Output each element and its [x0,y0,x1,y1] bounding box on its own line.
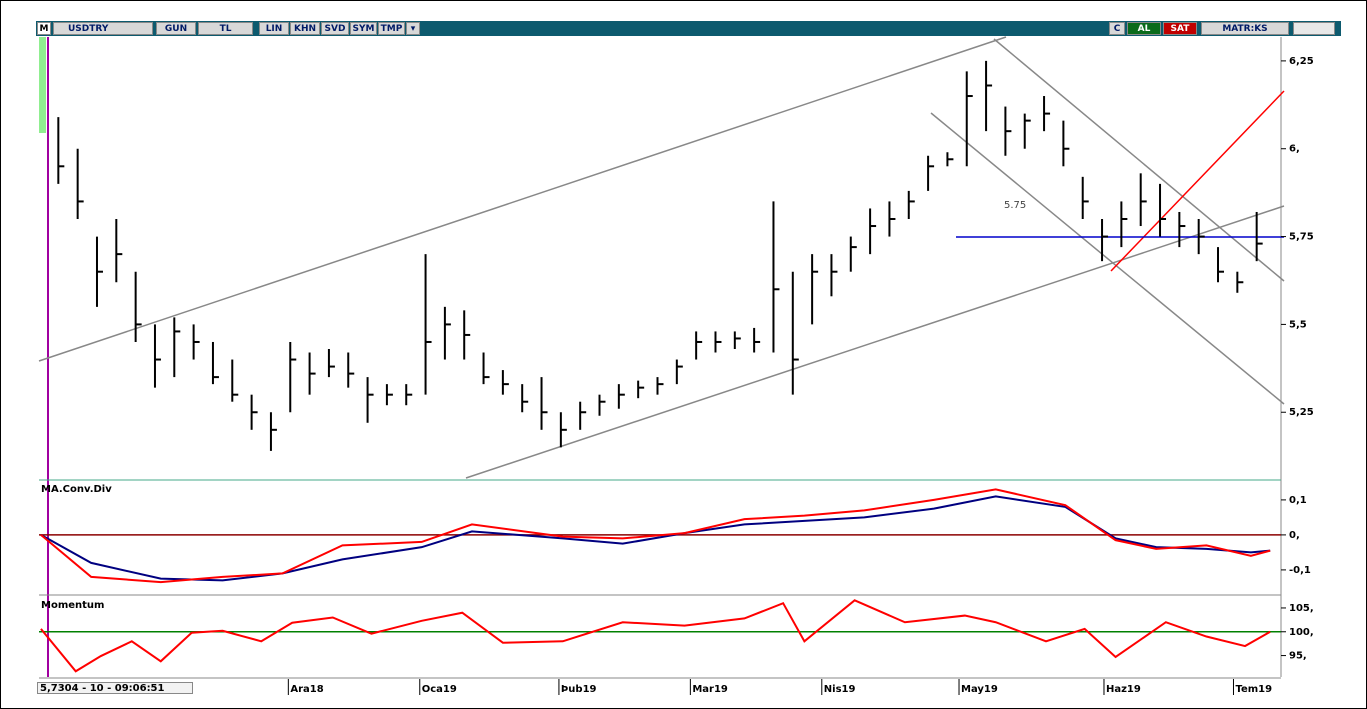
toolbar-button[interactable]: TL [198,22,253,35]
trend-line [465,205,1285,479]
x-tick-label: Ara18 [290,684,323,695]
panel-title: MA.Conv.Div [41,484,112,495]
window-buttons[interactable] [1293,22,1335,35]
y-tick-label: 100, [1289,627,1314,638]
symbol-field[interactable]: USDTRY [53,22,153,35]
toolbar-button[interactable]: LIN [259,22,289,35]
y-tick-label: 105, [1289,603,1314,614]
x-tick-label: Tem19 [1235,684,1272,695]
menu-button[interactable]: M [37,22,51,35]
x-tick-label: Mar19 [692,684,728,695]
sell-button[interactable]: SAT [1163,22,1197,35]
x-tick-label: Nis19 [824,684,856,695]
series-line [40,495,1271,582]
trend-line [930,112,1285,405]
y-tick-label: 5,5 [1289,319,1307,330]
y-tick-label: 5,25 [1289,407,1314,418]
trend-line [993,38,1285,282]
trend-line [38,36,1007,362]
panel-title: Momentum [41,600,104,611]
toolbar-button[interactable]: KHN [290,22,320,35]
y-tick-label: -0,1 [1289,565,1311,576]
y-tick-label: 0,1 [1289,495,1307,506]
toolbar-button[interactable]: TMP [378,22,405,35]
buy-button[interactable]: AL [1127,22,1161,35]
brand: MATR:KS [1201,22,1289,35]
toolbar-button[interactable]: SVD [321,22,349,35]
x-tick-label: Þub19 [561,684,597,695]
level-label: 5.75 [1004,200,1026,211]
c-button[interactable]: C [1109,22,1125,35]
y-tick-label: 6,25 [1289,56,1314,67]
y-tick-label: 95, [1289,651,1307,662]
x-tick-label: May19 [961,684,998,695]
y-tick-label: 0, [1289,530,1300,541]
y-tick-label: 6, [1289,144,1300,155]
dropdown[interactable]: ▾ [406,22,420,35]
toolbar-button[interactable]: GUN [156,22,196,35]
series-line [40,599,1271,673]
status-box: 5,7304 - 10 - 09:06:51 [37,682,193,694]
series-line [40,488,1271,584]
y-tick-label: 5,75 [1289,232,1314,243]
x-tick-label: Oca19 [422,684,457,695]
trend-line [1110,90,1285,272]
x-tick-label: Haz19 [1106,684,1141,695]
highlight [39,37,46,133]
toolbar-button[interactable]: SYM [350,22,377,35]
